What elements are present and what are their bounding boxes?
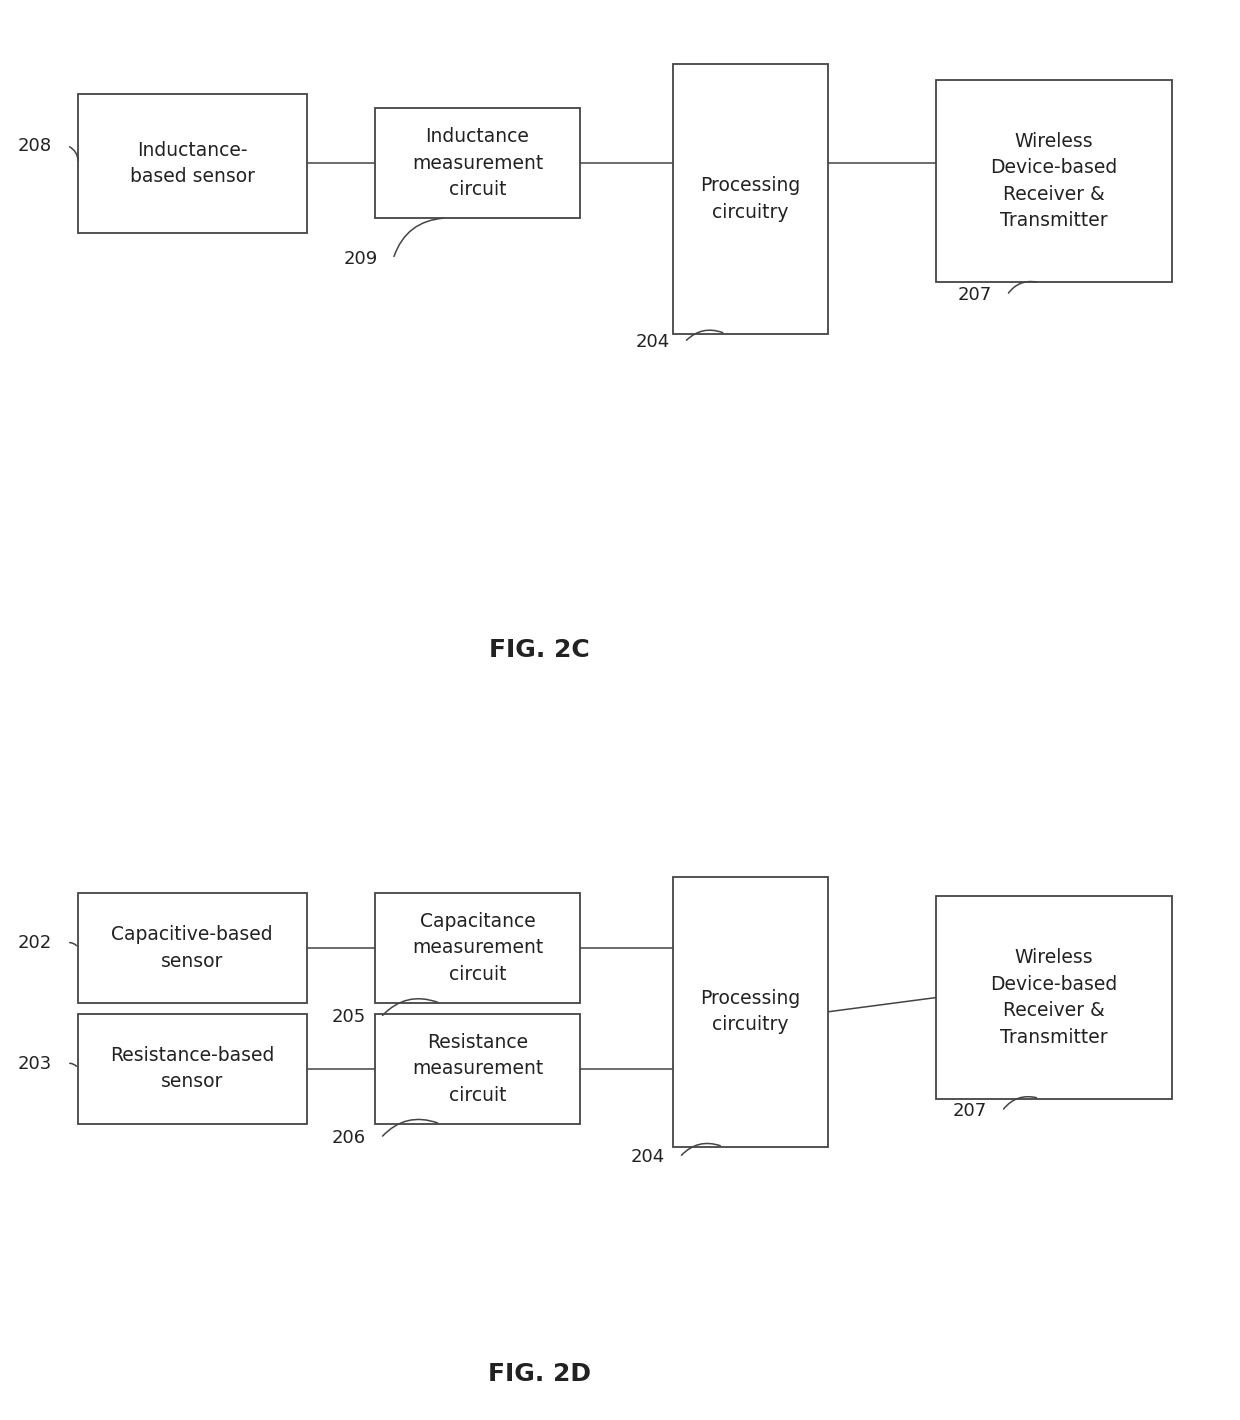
Text: 203: 203	[17, 1055, 52, 1072]
Bar	[77, 1014, 306, 1123]
Text: Wireless
Device-based
Receiver &
Transmitter: Wireless Device-based Receiver & Transmi…	[991, 132, 1117, 230]
Bar	[374, 108, 580, 219]
Text: 207: 207	[952, 1102, 987, 1120]
Text: Wireless
Device-based
Receiver &
Transmitter: Wireless Device-based Receiver & Transmi…	[991, 949, 1117, 1047]
Text: Inductance
measurement
circuit: Inductance measurement circuit	[412, 128, 543, 199]
Text: 207: 207	[957, 287, 992, 304]
Bar	[374, 893, 580, 1003]
Text: FIG. 2C: FIG. 2C	[489, 638, 590, 662]
Text: 208: 208	[17, 136, 52, 155]
Text: Capacitance
measurement
circuit: Capacitance measurement circuit	[412, 912, 543, 984]
Text: 209: 209	[343, 250, 378, 268]
Text: Processing
circuitry: Processing circuitry	[701, 988, 800, 1035]
Text: 204: 204	[630, 1149, 665, 1166]
Text: 205: 205	[331, 1008, 366, 1027]
Bar	[672, 878, 828, 1147]
Text: 202: 202	[17, 934, 52, 951]
Bar	[936, 80, 1172, 283]
Text: FIG. 2D: FIG. 2D	[487, 1362, 591, 1386]
Bar	[374, 1014, 580, 1123]
Text: Resistance
measurement
circuit: Resistance measurement circuit	[412, 1032, 543, 1105]
Bar	[77, 94, 306, 233]
Text: 204: 204	[635, 334, 670, 351]
Text: Capacitive-based
sensor: Capacitive-based sensor	[112, 924, 273, 971]
Text: Inductance-
based sensor: Inductance- based sensor	[130, 141, 254, 186]
Bar	[77, 893, 306, 1003]
Text: 206: 206	[331, 1129, 366, 1147]
Bar	[672, 64, 828, 334]
Text: Resistance-based
sensor: Resistance-based sensor	[110, 1045, 274, 1092]
Text: Processing
circuitry: Processing circuitry	[701, 176, 800, 222]
Bar	[936, 896, 1172, 1099]
